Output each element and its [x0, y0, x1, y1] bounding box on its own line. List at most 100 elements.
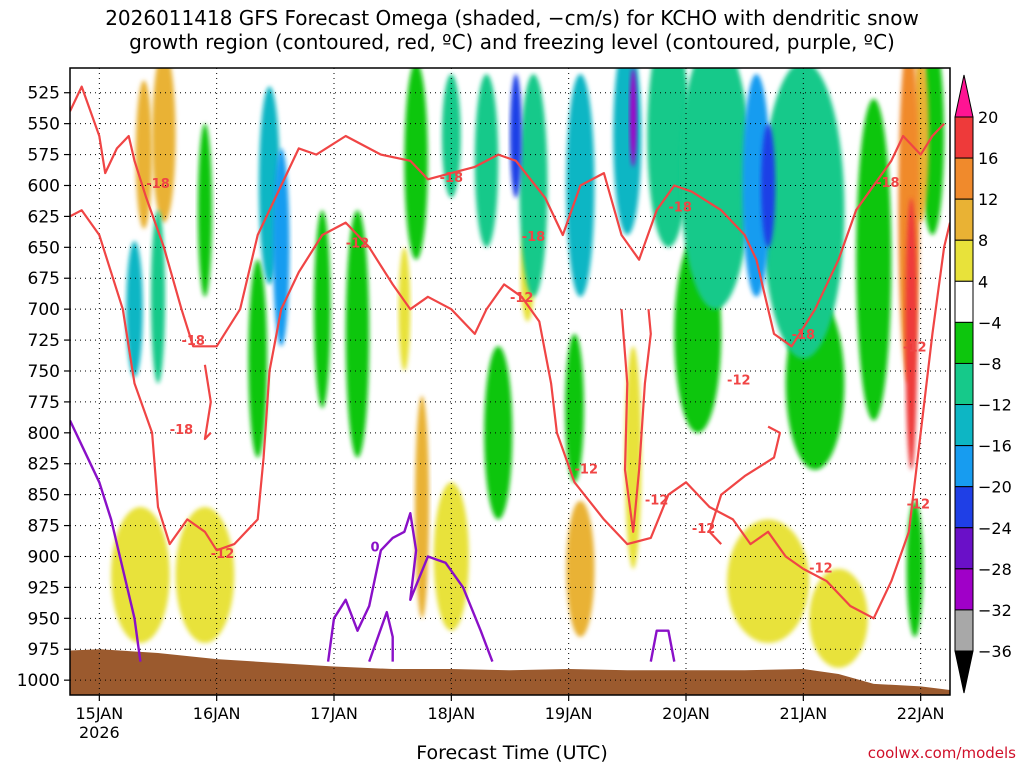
y-tick-label: 800 — [28, 424, 60, 444]
freezing-level-contour-line — [326, 512, 494, 663]
plot-frame — [69, 67, 951, 696]
y-axis: 525 550 575 600 625 650 675 700 725 750 775 800 825 8… — [17, 84, 70, 691]
x-tick-label: 17JAN — [310, 704, 358, 723]
colorbar-top-arrow — [954, 74, 974, 118]
colorbar-band — [954, 404, 974, 447]
omega-cell — [905, 197, 918, 470]
omega-cell — [152, 68, 176, 223]
chart-title-line-2: growth region (contoured, red, ºC) and f… — [129, 30, 895, 54]
y-tick-label: 950 — [28, 609, 60, 629]
colorbar-label: −12 — [978, 396, 1012, 415]
y-tick-label: 700 — [28, 300, 60, 320]
x-tick-label: 15JAN — [75, 704, 123, 723]
dendritic-contour-line — [708, 425, 781, 545]
contour-label: -12 — [903, 340, 927, 355]
colorbar-label: −36 — [978, 642, 1012, 661]
omega-cell — [624, 346, 642, 569]
colorbar-label: 20 — [978, 108, 998, 127]
y-tick-label: 975 — [28, 640, 60, 660]
colorbar-band — [954, 609, 974, 652]
colorbar-label: −16 — [978, 437, 1012, 456]
omega-cell — [762, 68, 845, 359]
freezing-level-contour-line — [70, 419, 142, 662]
dendritic-contour-line — [70, 85, 945, 348]
omega-cell — [613, 68, 642, 235]
freezing-level-contour-line — [368, 610, 394, 663]
y-tick-label: 725 — [28, 331, 60, 351]
contours — [70, 85, 950, 663]
y-tick-label: 775 — [28, 393, 60, 413]
x-tick-label: 19JAN — [545, 704, 593, 723]
omega-cell — [519, 74, 548, 297]
x-tick-label: 21JAN — [779, 704, 827, 723]
freezing-level-contour-line — [649, 629, 676, 662]
colorbar-label: 16 — [978, 149, 998, 168]
colorbar-label: 8 — [978, 231, 988, 250]
omega-cell — [175, 507, 235, 644]
contour-label: -18 — [440, 171, 464, 186]
omega-cell — [272, 148, 290, 347]
colorbar: 20 16 12 8 4 −4 −8 −12 −16 −20 −24 −28 −32 −36 — [954, 74, 1012, 694]
colorbar-band — [954, 486, 974, 529]
colorbar-band — [954, 362, 974, 406]
contour-label: 0 — [371, 541, 380, 556]
omega-cell — [404, 68, 428, 260]
colorbar-band — [954, 280, 974, 323]
y-tick-label: 625 — [28, 207, 60, 227]
y-tick-label: 900 — [28, 547, 60, 567]
colorbar-band — [954, 116, 974, 159]
omega-cell — [441, 74, 461, 198]
contour-labels: -18 -18 -18 -12 -18 -18 -12 -18 -12 -12 -12 -12 -18 -… — [146, 171, 930, 577]
y-tick-label: 675 — [28, 269, 60, 289]
contour-label: -12 — [809, 562, 833, 577]
omega-cell — [197, 123, 212, 297]
omega-cell — [742, 74, 771, 297]
colorbar-bottom-arrow — [954, 650, 974, 694]
omega-cell — [126, 241, 143, 378]
contour-label: -18 — [146, 177, 170, 192]
omega-cell — [345, 210, 370, 458]
colorbar-label: −20 — [978, 478, 1012, 497]
omega-cell — [484, 346, 513, 520]
contour-label: -12 — [727, 374, 751, 389]
x-tick-label: 20JAN — [662, 704, 710, 723]
terrain-fill — [70, 649, 950, 695]
colorbar-band — [954, 568, 974, 611]
colorbar-band — [954, 527, 974, 570]
omega-shading — [111, 68, 945, 668]
omega-cell — [680, 68, 751, 310]
contour-label: -18 — [181, 334, 205, 349]
omega-cell — [856, 98, 892, 421]
omega-cell — [150, 210, 166, 384]
x-tick-sublabel: 2026 — [79, 723, 120, 742]
x-tick-label: 16JAN — [193, 704, 241, 723]
credit-link[interactable]: coolwx.com/models — [867, 744, 1016, 762]
x-tick-label: 22JAN — [897, 704, 945, 723]
colorbar-label: 12 — [978, 190, 998, 209]
contour-label: -12 — [211, 547, 235, 562]
y-tick-label: 1000 — [17, 671, 60, 691]
y-tick-label: 650 — [28, 238, 60, 258]
x-axis-title: Forecast Time (UTC) — [416, 742, 608, 764]
y-tick-label: 875 — [28, 517, 60, 537]
contour-label: -18 — [876, 176, 900, 191]
contour-label: -12 — [907, 497, 931, 512]
y-tick-label: 600 — [28, 176, 60, 196]
dendritic-contour-line — [203, 364, 212, 441]
omega-cell — [566, 500, 595, 637]
contour-label: -18 — [792, 328, 816, 343]
chart-title-line-1: 2026011418 GFS Forecast Omega (shaded, −… — [105, 6, 919, 30]
omega-cell — [509, 74, 522, 198]
omega-cell — [248, 259, 268, 458]
y-tick-label: 550 — [28, 115, 60, 135]
omega-cell — [398, 247, 411, 371]
colorbar-label: −8 — [978, 354, 1002, 373]
contour-label: -12 — [692, 522, 716, 537]
omega-cell — [809, 568, 868, 668]
grid — [70, 68, 950, 695]
contour-label: -12 — [510, 291, 534, 306]
contour-label: -18 — [170, 423, 194, 438]
omega-cell — [314, 210, 331, 409]
